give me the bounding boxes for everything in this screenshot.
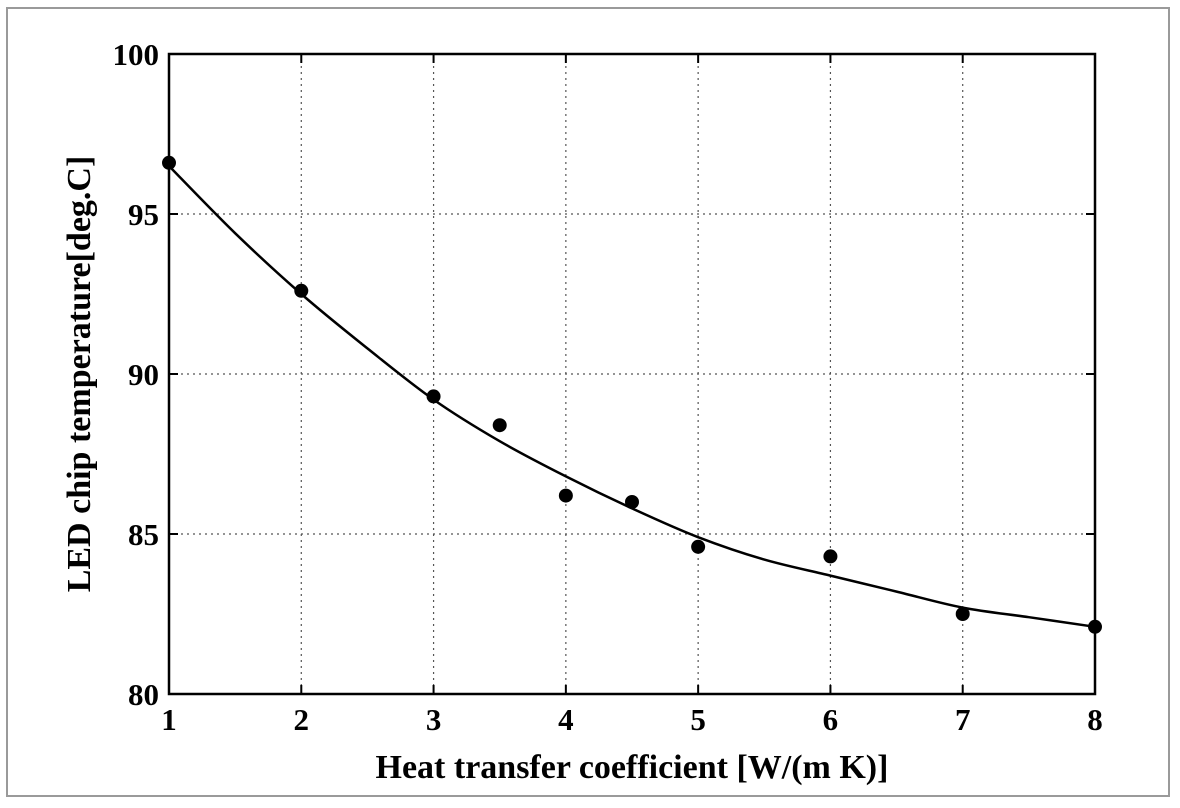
data-point: [1088, 619, 1102, 634]
data-point: [294, 283, 309, 298]
data-point: [426, 389, 441, 404]
data-point: [823, 549, 838, 564]
tick-labels: 1 2 3 4 5 6 7 8 80 85 90 95 100: [113, 37, 1103, 737]
ticks: [168, 53, 1096, 695]
data-point: [955, 607, 970, 621]
x-tick-label: 3: [426, 702, 442, 737]
x-tick-label: 1: [161, 702, 177, 737]
data-points: [162, 155, 1102, 634]
x-tick-label: 6: [823, 702, 839, 737]
y-tick-label: 80: [128, 677, 159, 712]
y-tick-label: 100: [113, 37, 160, 72]
data-point: [691, 539, 706, 554]
y-tick-label: 90: [128, 357, 159, 392]
data-point: [625, 495, 639, 509]
x-tick-label: 7: [955, 702, 971, 737]
x-tick-label: 4: [558, 702, 574, 737]
x-tick-label: 5: [690, 702, 706, 737]
figure-frame: [6, 7, 1170, 797]
x-tick-label: 2: [294, 702, 310, 737]
x-axis-label: Heat transfer coefficient [W/(m K)]: [376, 749, 889, 786]
y-tick-label: 85: [128, 517, 159, 552]
grid: [169, 54, 1095, 694]
fit-curve: [168, 165, 1096, 629]
x-tick-label: 8: [1087, 702, 1103, 737]
y-axis-label: LED chip temperature[deg.C]: [61, 156, 98, 593]
data-point: [162, 155, 176, 170]
data-point: [492, 418, 507, 433]
y-tick-label: 95: [128, 197, 159, 232]
data-point: [558, 488, 573, 503]
